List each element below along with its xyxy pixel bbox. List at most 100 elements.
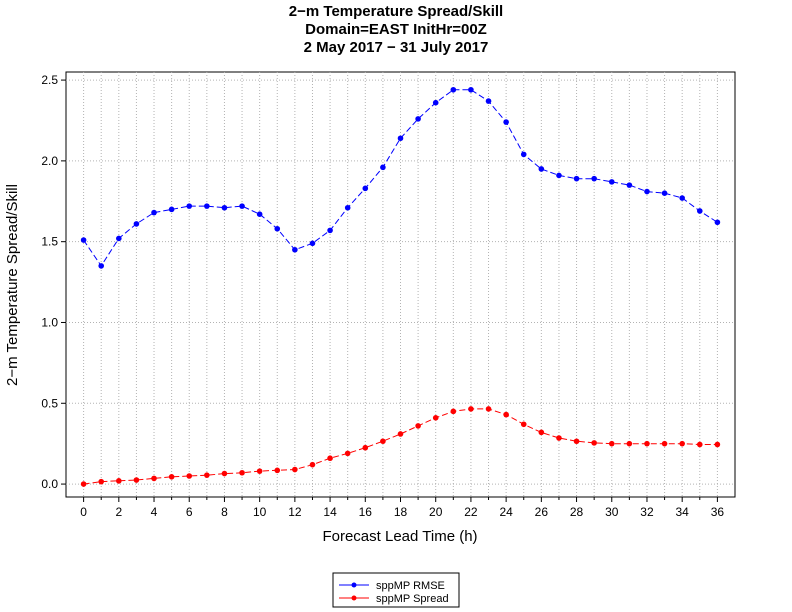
data-point [344,450,351,457]
data-point [344,204,351,211]
y-tick-label: 0.0 [41,477,58,491]
data-point [221,470,228,477]
data-point [468,406,474,412]
data-point [503,411,509,418]
x-axis-label: Forecast Lead Time (h) [322,528,477,545]
x-tick-label: 30 [605,505,619,519]
data-point [679,195,685,201]
data-point [133,477,140,483]
data-point [327,227,333,234]
data-point [292,246,298,253]
data-point [432,415,439,421]
data-point [626,182,633,188]
x-tick-label: 10 [253,505,267,519]
legend-swatch-marker [351,595,357,601]
data-point [520,421,527,428]
data-point [274,467,281,474]
chart-title-line-3: 2 May 2017 − 31 July 2017 [303,39,489,56]
x-axis: 0 2 4 6 8 10 12 14 16 18 20 22 24 26 28 30 32 34 36 [80,497,724,519]
data-point [98,263,105,269]
data-point [591,440,597,446]
data-point [362,185,369,192]
data-point [608,440,615,447]
data-point [556,172,562,179]
x-tick-label: 32 [640,505,654,519]
data-point [186,473,193,479]
data-point [116,235,122,242]
data-point [714,441,721,448]
legend-entry-label: sppMP RMSE [376,580,445,592]
data-point [573,438,580,445]
data-point [573,175,580,182]
data-point [98,478,105,485]
y-tick-label: 2.0 [41,154,58,168]
y-tick-label: 0.5 [41,396,58,410]
data-point [80,237,87,243]
data-point [450,86,457,93]
x-tick-label: 22 [464,505,478,519]
x-tick-label: 16 [359,505,373,519]
data-point [485,406,492,412]
x-tick-label: 36 [711,505,725,519]
x-tick-label: 26 [535,505,549,519]
series-group [80,86,721,487]
y-axis-label: 2−m Temperature Spread/Skill [4,184,21,386]
data-point [468,86,474,93]
data-point [151,475,157,482]
data-point [327,455,333,462]
data-point [556,435,562,441]
data-point [591,175,597,182]
data-point [503,119,509,125]
data-point [186,203,193,209]
x-tick-label: 34 [676,505,690,519]
data-point [538,166,545,172]
y-tick-label: 2.5 [41,73,58,87]
legend-box [332,572,460,608]
data-point [151,209,157,216]
data-point [309,240,316,247]
data-point [415,116,421,122]
data-point [696,441,703,448]
data-point [696,208,703,214]
data-point [80,481,87,487]
data-point [626,440,633,447]
data-point [415,423,421,429]
data-point [221,204,228,211]
data-point [450,408,457,415]
x-tick-label: 14 [323,505,337,519]
data-point [168,474,175,480]
data-point [679,440,685,447]
legend-swatch-marker [351,582,357,588]
x-tick-label: 0 [80,505,87,519]
data-point [538,429,545,436]
data-point [116,478,122,484]
data-point [432,99,439,106]
data-point [256,468,263,474]
data-point [644,440,650,447]
data-point [380,438,386,445]
data-point [204,472,210,478]
data-point [380,164,386,171]
x-tick-label: 2 [115,505,122,519]
data-point [133,221,140,227]
x-tick-label: 8 [221,505,228,519]
data-point [239,469,245,476]
x-tick-label: 6 [186,505,193,519]
data-point [485,98,492,104]
data-point [256,211,263,218]
data-point [309,461,316,468]
legend-entry-label: sppMP Spread [376,593,449,605]
x-tick-label: 18 [394,505,408,519]
chart-title-line-2: Domain=EAST InitHr=00Z [305,21,487,38]
data-point [362,444,369,451]
x-tick-label: 4 [151,505,158,519]
x-tick-label: 12 [288,505,302,519]
data-point [661,190,668,196]
data-point [239,203,245,209]
data-point [204,203,210,209]
x-tick-label: 20 [429,505,443,519]
data-point [644,188,650,195]
data-point [608,179,615,185]
data-point [274,225,281,232]
